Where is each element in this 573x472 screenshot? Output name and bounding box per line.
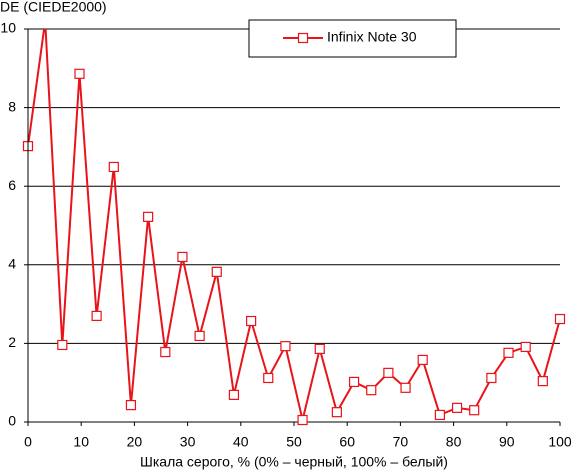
data-point <box>246 315 257 327</box>
data-point <box>143 211 154 222</box>
series-line <box>27 29 561 421</box>
data-point <box>194 330 205 342</box>
data-point <box>280 341 291 352</box>
data-point <box>160 346 171 358</box>
data-point <box>74 68 85 79</box>
data-point <box>451 402 463 413</box>
y-tick-label: 6 <box>8 177 16 193</box>
data-point <box>41 17 50 26</box>
y-tick-label: 2 <box>8 334 16 350</box>
x-tick-label: 0 <box>24 434 32 450</box>
x-tick-label: 80 <box>446 434 462 450</box>
x-tick-label: 100 <box>548 434 572 450</box>
y-tick-label: 4 <box>8 256 16 272</box>
data-point <box>383 367 394 378</box>
data-point <box>177 251 188 263</box>
data-point <box>263 372 274 384</box>
data-point <box>297 414 308 426</box>
x-tick-label: 20 <box>127 434 143 450</box>
y-tick-label: 8 <box>8 98 16 114</box>
y-tick-label: 0 <box>8 413 16 429</box>
legend-marker <box>297 32 309 44</box>
legend-label: Infinix Note 30 <box>327 29 417 45</box>
data-point <box>348 376 360 388</box>
data-point <box>314 343 325 355</box>
data-point <box>125 400 137 411</box>
plot <box>22 17 566 426</box>
data-point <box>400 382 411 393</box>
chart-title: DE (CIEDE2000) <box>0 0 107 15</box>
data-point <box>366 385 377 396</box>
legend: Infinix Note 30 <box>248 19 457 58</box>
data-point <box>108 161 119 173</box>
data-point <box>417 354 428 366</box>
data-point <box>211 266 222 277</box>
data-point <box>91 310 102 321</box>
data-point <box>486 372 497 384</box>
data-point <box>520 341 531 353</box>
x-tick-label: 10 <box>73 434 89 450</box>
x-tick-label: 90 <box>499 434 515 450</box>
data-point <box>537 376 548 387</box>
data-point <box>469 405 480 416</box>
data-point <box>331 407 342 418</box>
x-tick-label: 70 <box>393 434 409 450</box>
x-tick-label: 40 <box>233 434 249 450</box>
data-point <box>503 347 514 358</box>
data-point <box>434 409 445 421</box>
x-tick-label: 60 <box>339 434 355 450</box>
data-point <box>228 389 240 400</box>
x-tick-label: 30 <box>180 434 196 450</box>
y-tick-label: 10 <box>0 20 16 36</box>
data-point <box>57 339 68 351</box>
x-tick-label: 50 <box>286 434 302 450</box>
x-axis-label: Шкала серого, % (0% – черный, 100% – бел… <box>140 454 448 470</box>
data-point <box>554 313 566 325</box>
